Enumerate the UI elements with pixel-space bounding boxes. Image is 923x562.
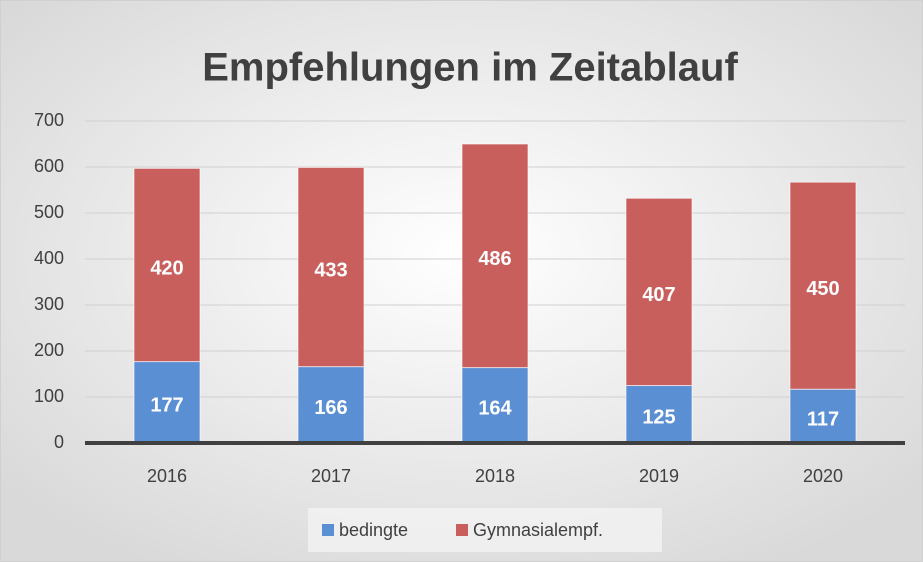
legend-label: bedingte	[339, 520, 408, 540]
data-label: 166	[314, 397, 347, 419]
bar-segment	[625, 197, 693, 386]
data-label: 177	[150, 395, 183, 417]
bar-segment	[461, 143, 529, 369]
bar-segment	[789, 388, 857, 444]
legend-swatch	[322, 524, 334, 536]
data-label: 450	[806, 278, 839, 300]
data-label: 117	[807, 408, 839, 430]
x-tick-label: 2016	[147, 466, 187, 486]
legend-label: Gymnasialempf.	[473, 520, 603, 540]
bar-segment	[625, 385, 693, 444]
x-tick-label: 2020	[803, 466, 843, 486]
y-tick-label: 300	[34, 294, 64, 314]
bar-segment	[789, 181, 857, 390]
data-label: 407	[642, 284, 675, 306]
data-label: 433	[314, 259, 347, 281]
y-tick-label: 600	[34, 156, 64, 176]
legend-swatch	[456, 524, 468, 536]
y-tick-label: 0	[54, 432, 64, 452]
x-tick-label: 2018	[475, 466, 515, 486]
y-tick-label: 200	[34, 340, 64, 360]
x-tick-label: 2017	[311, 466, 351, 486]
bar-segment	[297, 166, 365, 368]
bar-segment	[297, 366, 365, 444]
y-tick-label: 100	[34, 386, 64, 406]
data-label: 125	[642, 407, 675, 429]
y-tick-label: 400	[34, 248, 64, 268]
data-label: 420	[150, 257, 183, 279]
y-tick-label: 700	[34, 110, 64, 130]
chart-title: Empfehlungen im Zeitablauf	[202, 46, 738, 90]
bar-segment	[133, 167, 201, 363]
y-tick-label: 500	[34, 202, 64, 222]
bar-segment	[133, 361, 201, 444]
legend-box	[308, 508, 662, 552]
x-tick-label: 2019	[639, 466, 679, 486]
data-label: 164	[478, 398, 512, 420]
data-label: 486	[478, 248, 511, 270]
